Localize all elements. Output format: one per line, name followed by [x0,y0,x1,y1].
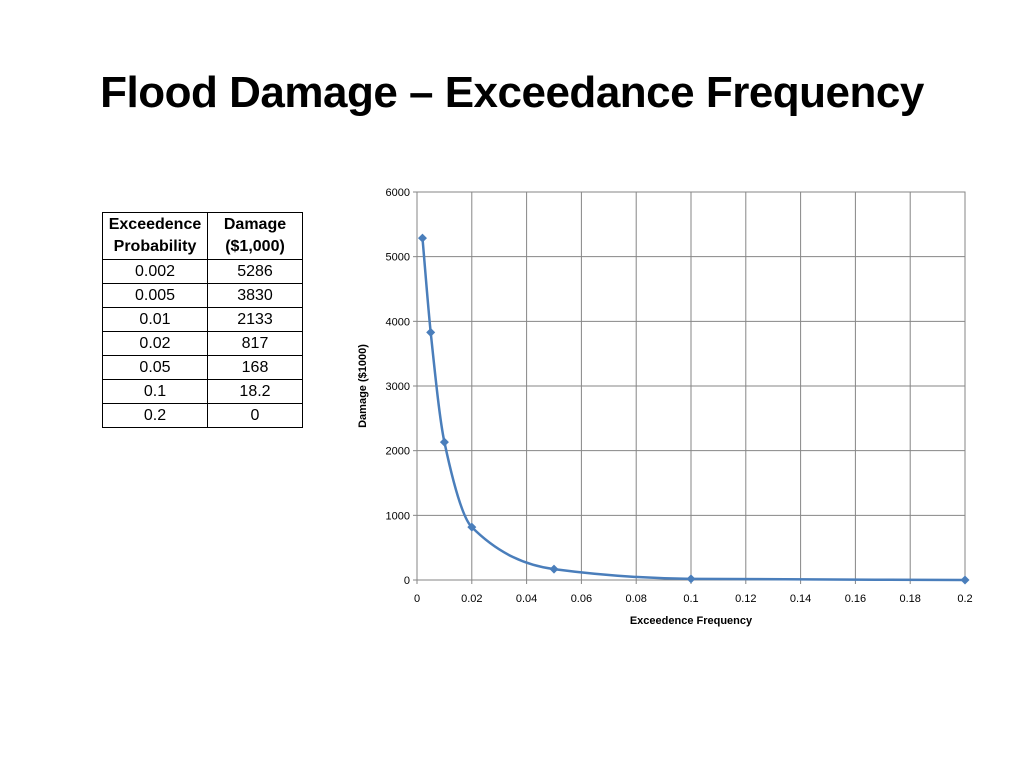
table-row: 0.1 18.2 [102,379,303,404]
gridlines [416,191,966,581]
cell-probability: 0.02 [102,331,208,356]
table-row: 0.005 3830 [102,283,303,308]
y-tick-label: 0 [404,575,410,587]
x-tick-label: 0.12 [735,593,756,605]
data-point-markers [417,233,970,585]
x-tick-label: 0.2 [957,593,972,605]
data-point-marker [549,564,559,574]
table-header-row: Exceedence Probability Damage ($1,000) [102,212,303,260]
cell-probability: 0.05 [102,355,208,380]
x-tick-label: 0.02 [461,593,482,605]
header-damage: Damage ($1,000) [207,212,303,260]
x-tick-label: 0.16 [845,593,866,605]
y-tick-label: 5000 [386,252,410,264]
y-tick-label: 6000 [386,187,410,199]
damage-curve-line [421,238,966,582]
slide-title: Flood Damage – Exceedance Frequency [100,68,924,117]
y-axis-ticks: 0 1000 2000 3000 4000 5000 6000 [386,187,417,587]
cell-damage: 0 [207,403,303,428]
table-row: 0.01 2133 [102,307,303,332]
x-axis-ticks: 0 0.02 0.04 0.06 0.08 0.1 0.12 0.14 0.16 0.18 0.2 [414,580,973,605]
cell-probability: 0.002 [102,259,208,284]
table-row: 0.2 0 [102,403,303,428]
header-exceedence-probability: Exceedence Probability [102,212,208,260]
table-row: 0.002 5286 [102,259,303,284]
x-tick-label: 0.06 [571,593,592,605]
x-axis-title: Exceedence Frequency [630,615,753,627]
cell-probability: 0.2 [102,403,208,428]
x-tick-label: 0 [414,593,420,605]
y-tick-label: 4000 [386,316,410,328]
y-tick-label: 2000 [386,446,410,458]
data-point-marker [426,327,436,337]
x-tick-label: 0.1 [683,593,698,605]
y-axis-title: Damage ($1000) [357,344,369,428]
data-point-marker [439,437,449,447]
data-point-marker [417,233,427,243]
data-table: Exceedence Probability Damage ($1,000) 0… [102,212,303,428]
x-tick-label: 0.18 [899,593,920,605]
x-tick-label: 0.08 [625,593,646,605]
cell-damage: 5286 [207,259,303,284]
y-tick-label: 3000 [386,381,410,393]
cell-damage: 2133 [207,307,303,332]
cell-probability: 0.01 [102,307,208,332]
y-tick-label: 1000 [386,510,410,522]
data-point-marker [960,575,970,585]
table-row: 0.02 817 [102,331,303,356]
x-tick-label: 0.04 [516,593,537,605]
table-row: 0.05 168 [102,355,303,380]
data-point-marker [467,522,477,532]
cell-damage: 18.2 [207,379,303,404]
cell-damage: 3830 [207,283,303,308]
x-tick-label: 0.14 [790,593,811,605]
data-point-marker [686,574,696,584]
cell-probability: 0.005 [102,283,208,308]
